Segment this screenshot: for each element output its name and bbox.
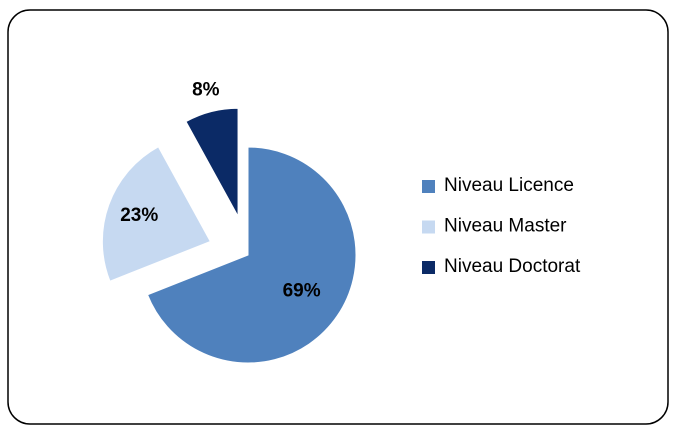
- legend-swatch: [422, 180, 435, 193]
- legend-label: Niveau Doctorat: [444, 256, 581, 277]
- legend-label: Niveau Master: [444, 216, 567, 237]
- pie-slice: [101, 146, 212, 282]
- pie-slice: [185, 107, 239, 217]
- data-label: 23%: [120, 205, 158, 226]
- pie-slice: [146, 146, 357, 364]
- legend-swatch: [422, 220, 435, 234]
- legend-label: Niveau Licence: [444, 175, 574, 196]
- data-label: 69%: [283, 280, 321, 301]
- data-label: 8%: [192, 80, 220, 101]
- legend-swatch: [422, 261, 435, 274]
